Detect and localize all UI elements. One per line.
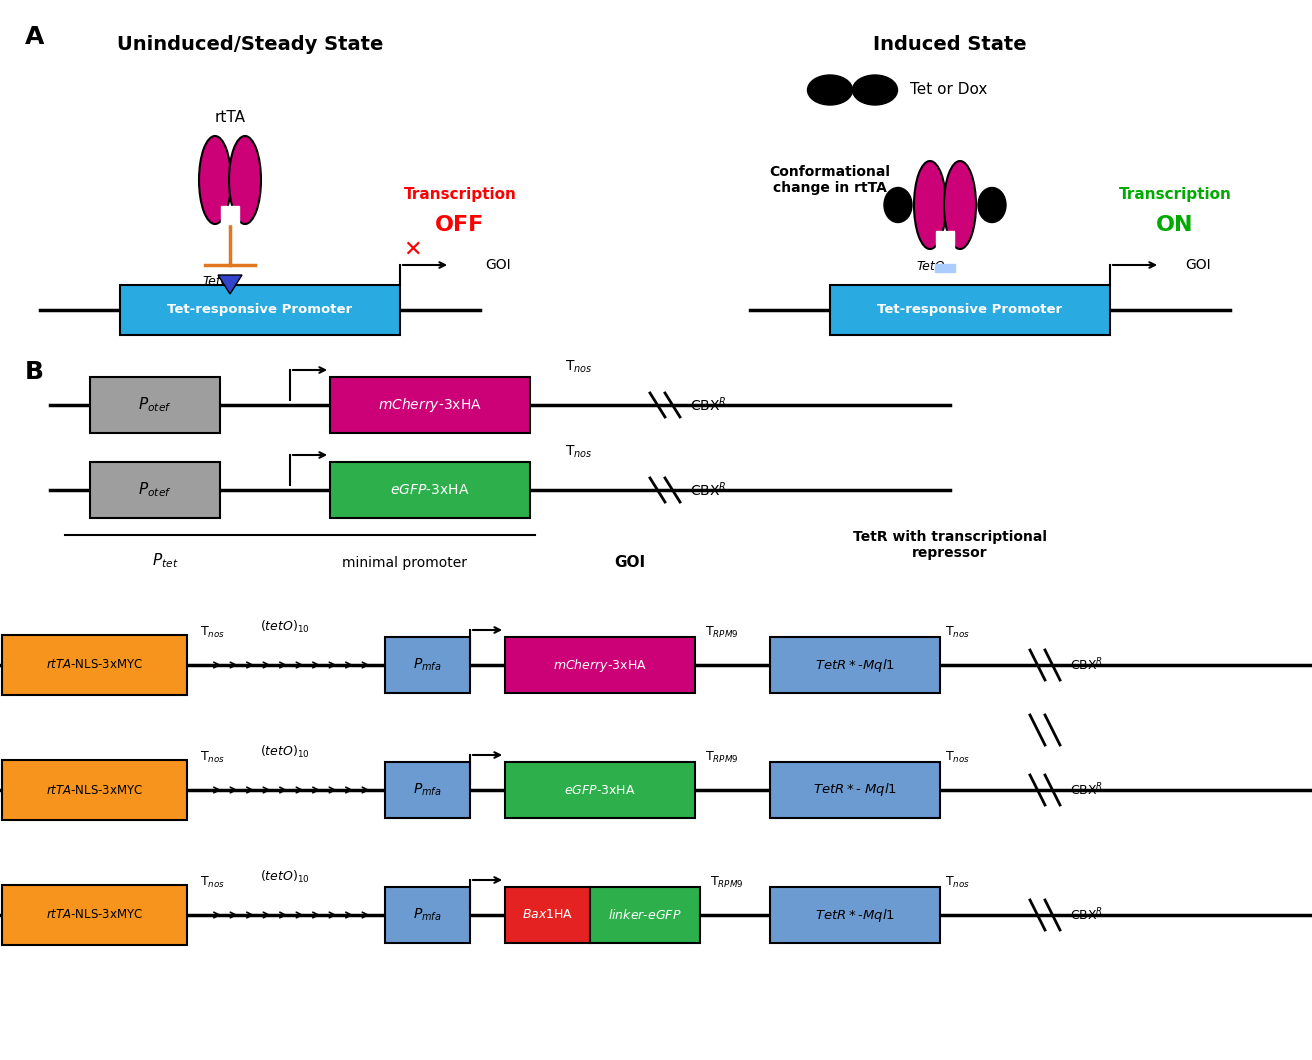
- FancyBboxPatch shape: [935, 231, 954, 249]
- Ellipse shape: [977, 188, 1006, 223]
- Text: $\it{TetR*}$- $\it{Mql1}$: $\it{TetR*}$- $\it{Mql1}$: [813, 781, 897, 798]
- FancyBboxPatch shape: [935, 264, 955, 272]
- FancyBboxPatch shape: [91, 462, 220, 518]
- FancyBboxPatch shape: [119, 285, 400, 335]
- Text: TetO: TetO: [916, 260, 945, 273]
- Text: T$_{nos}$: T$_{nos}$: [565, 444, 593, 460]
- FancyBboxPatch shape: [331, 462, 530, 518]
- Text: CBX$^R$: CBX$^R$: [1071, 781, 1103, 798]
- Text: ($\it{tetO}$)$_{10}$: ($\it{tetO}$)$_{10}$: [260, 619, 310, 635]
- Ellipse shape: [807, 75, 853, 105]
- Text: GOI: GOI: [1185, 258, 1211, 272]
- FancyBboxPatch shape: [770, 762, 939, 818]
- FancyBboxPatch shape: [3, 635, 188, 695]
- Text: GOI: GOI: [485, 258, 510, 272]
- Text: $\it{eGFP}$-3xHA: $\it{eGFP}$-3xHA: [390, 483, 470, 497]
- Text: $\it{eGFP}$-3xHA: $\it{eGFP}$-3xHA: [564, 783, 636, 796]
- Text: P$_{otef}$: P$_{otef}$: [138, 395, 172, 414]
- FancyBboxPatch shape: [830, 285, 1110, 335]
- FancyBboxPatch shape: [384, 762, 470, 818]
- Ellipse shape: [199, 136, 231, 224]
- FancyBboxPatch shape: [3, 760, 188, 820]
- Text: Tet-responsive Promoter: Tet-responsive Promoter: [878, 303, 1063, 317]
- Text: P$_{mfa}$: P$_{mfa}$: [413, 657, 442, 673]
- Text: ($\it{tetO}$)$_{10}$: ($\it{tetO}$)$_{10}$: [260, 869, 310, 885]
- FancyBboxPatch shape: [91, 377, 220, 432]
- Text: B: B: [25, 360, 45, 384]
- Ellipse shape: [230, 136, 261, 224]
- Text: $\it{Bax1}$HA: $\it{Bax1}$HA: [522, 908, 573, 921]
- Text: $\it{linker}$-$\it{eGFP}$: $\it{linker}$-$\it{eGFP}$: [609, 908, 682, 922]
- Text: P$_{otef}$: P$_{otef}$: [138, 480, 172, 499]
- Text: CBX$^R$: CBX$^R$: [1071, 906, 1103, 923]
- Text: T$_{nos}$: T$_{nos}$: [945, 749, 970, 765]
- Text: Transcription: Transcription: [1119, 188, 1232, 202]
- Text: P$_{tet}$: P$_{tet}$: [152, 551, 178, 570]
- Text: ($\it{tetO}$)$_{10}$: ($\it{tetO}$)$_{10}$: [260, 744, 310, 760]
- Text: P$_{mfa}$: P$_{mfa}$: [413, 782, 442, 798]
- Text: rtTA: rtTA: [214, 110, 245, 125]
- FancyBboxPatch shape: [770, 887, 939, 943]
- Text: CBX$^R$: CBX$^R$: [690, 480, 727, 499]
- Text: $\it{mCherry}$-3xHA: $\it{mCherry}$-3xHA: [554, 656, 647, 673]
- Text: T$_{RPM9}$: T$_{RPM9}$: [710, 874, 744, 890]
- Text: A: A: [25, 25, 45, 49]
- FancyBboxPatch shape: [384, 887, 470, 943]
- FancyBboxPatch shape: [384, 637, 470, 693]
- Text: $\it{rtTA}$-NLS-3xMYC: $\it{rtTA}$-NLS-3xMYC: [46, 908, 143, 921]
- Text: $\it{TetR*}$-$\it{Mql1}$: $\it{TetR*}$-$\it{Mql1}$: [815, 906, 895, 923]
- Ellipse shape: [884, 188, 912, 223]
- Text: $\it{mCherry}$-3xHA: $\it{mCherry}$-3xHA: [378, 396, 482, 414]
- Text: GOI: GOI: [614, 555, 646, 570]
- FancyBboxPatch shape: [505, 637, 695, 693]
- FancyBboxPatch shape: [590, 887, 701, 943]
- Text: Conformational
change in rtTA: Conformational change in rtTA: [770, 165, 891, 195]
- Text: Tet or Dox: Tet or Dox: [911, 83, 988, 98]
- Ellipse shape: [945, 161, 976, 249]
- Text: CBX$^R$: CBX$^R$: [690, 395, 727, 414]
- FancyBboxPatch shape: [331, 377, 530, 432]
- FancyBboxPatch shape: [505, 762, 695, 818]
- Text: $\it{rtTA}$-NLS-3xMYC: $\it{rtTA}$-NLS-3xMYC: [46, 658, 143, 671]
- Text: minimal promoter: minimal promoter: [342, 556, 467, 570]
- Text: T$_{nos}$: T$_{nos}$: [945, 625, 970, 640]
- Text: T$_{nos}$: T$_{nos}$: [945, 874, 970, 890]
- FancyBboxPatch shape: [3, 885, 188, 946]
- Ellipse shape: [914, 161, 946, 249]
- Text: T$_{nos}$: T$_{nos}$: [199, 625, 226, 640]
- Text: Induced State: Induced State: [874, 35, 1027, 54]
- Text: TetR with transcriptional
repressor: TetR with transcriptional repressor: [853, 530, 1047, 560]
- Text: $\it{rtTA}$-NLS-3xMYC: $\it{rtTA}$-NLS-3xMYC: [46, 783, 143, 796]
- Text: T$_{nos}$: T$_{nos}$: [565, 358, 593, 375]
- Text: P$_{mfa}$: P$_{mfa}$: [413, 906, 442, 923]
- Text: $\it{TetR*}$-$\it{Mql1}$: $\it{TetR*}$-$\it{Mql1}$: [815, 656, 895, 673]
- Text: T$_{RPM9}$: T$_{RPM9}$: [705, 749, 739, 765]
- Text: T$_{nos}$: T$_{nos}$: [199, 874, 226, 890]
- Text: Uninduced/Steady State: Uninduced/Steady State: [117, 35, 383, 54]
- Text: ✕: ✕: [403, 240, 421, 260]
- Polygon shape: [218, 275, 241, 294]
- FancyBboxPatch shape: [220, 206, 239, 224]
- FancyBboxPatch shape: [770, 637, 939, 693]
- FancyBboxPatch shape: [505, 887, 590, 943]
- Text: T$_{nos}$: T$_{nos}$: [199, 749, 226, 765]
- Ellipse shape: [853, 75, 897, 105]
- Text: CBX$^R$: CBX$^R$: [1071, 657, 1103, 673]
- Text: Tet-responsive Promoter: Tet-responsive Promoter: [168, 303, 353, 317]
- Text: ON: ON: [1156, 215, 1194, 235]
- Text: OFF: OFF: [436, 215, 484, 235]
- Text: T$_{RPM9}$: T$_{RPM9}$: [705, 625, 739, 640]
- Text: Transcription: Transcription: [404, 188, 517, 202]
- Text: TetO: TetO: [202, 275, 231, 288]
